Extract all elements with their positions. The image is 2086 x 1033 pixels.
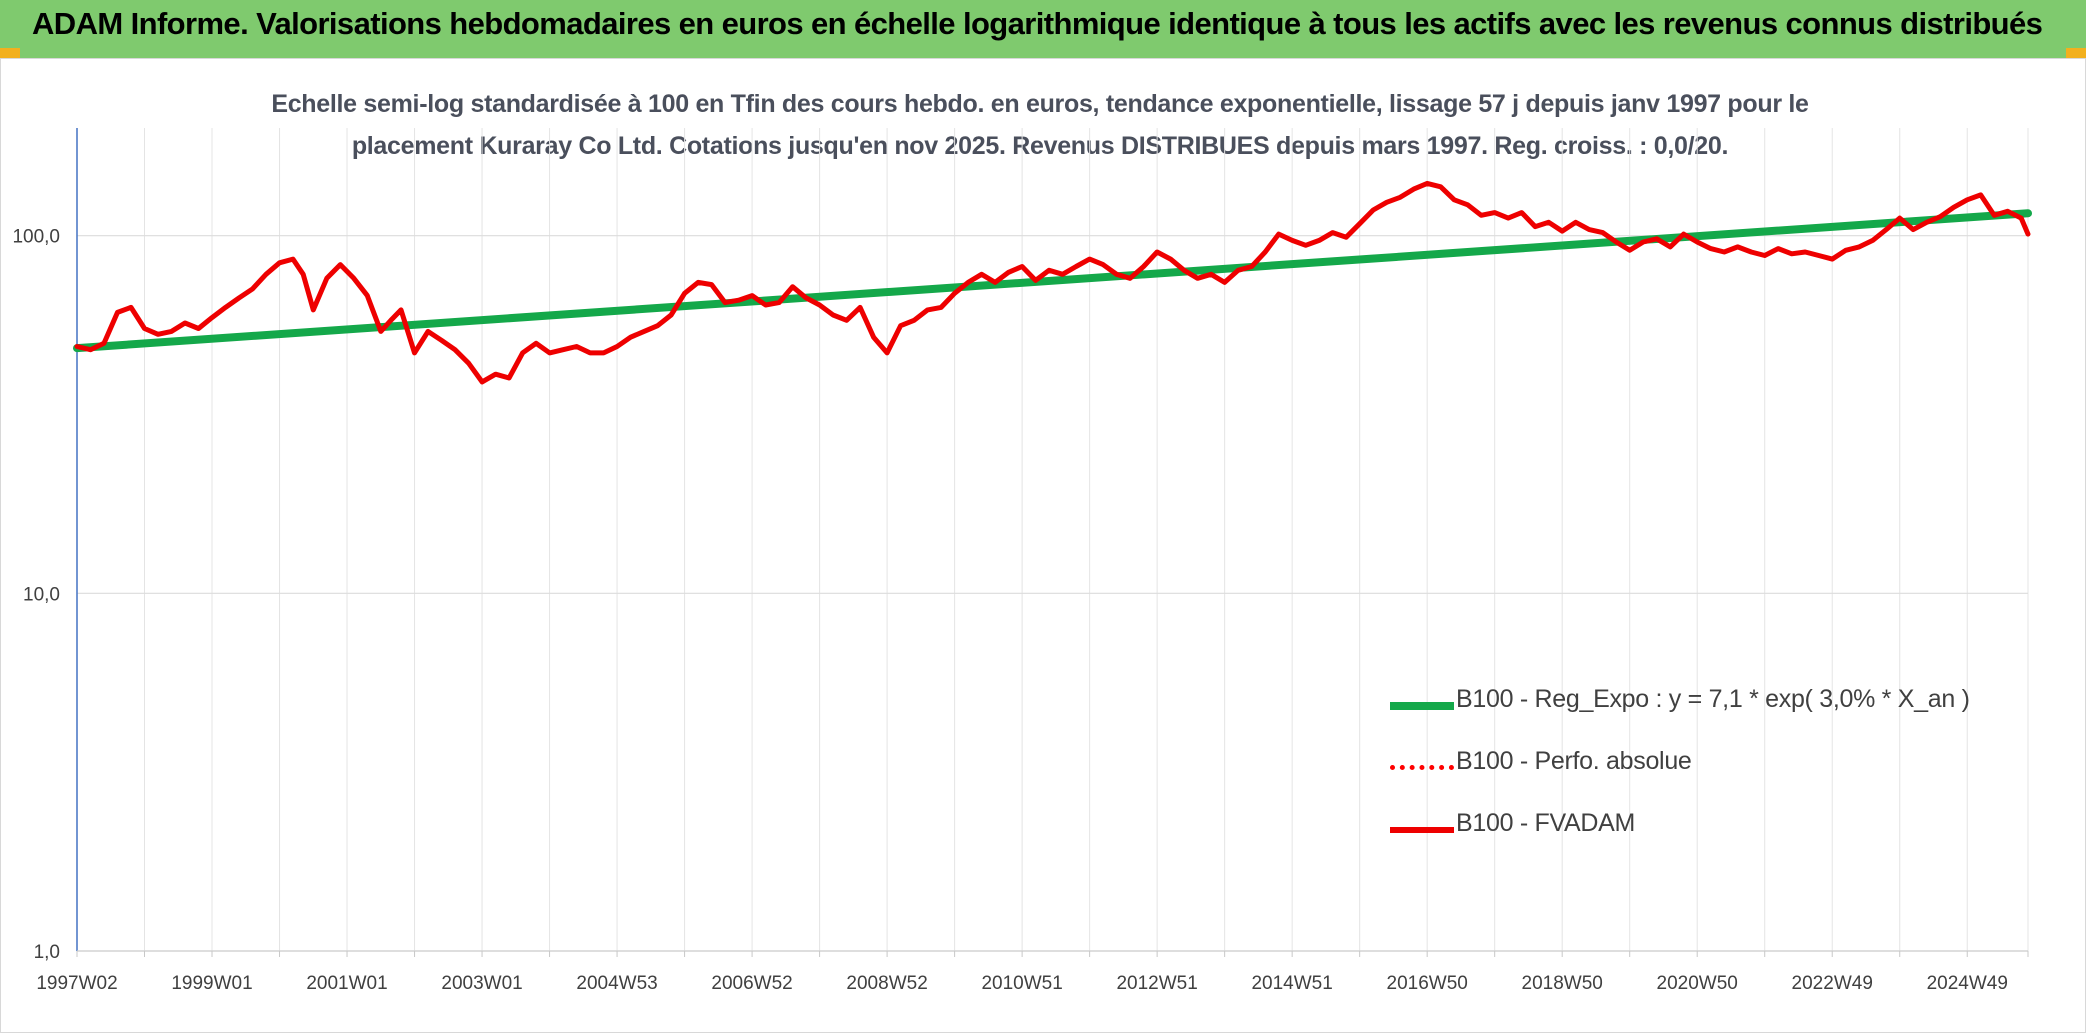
x-tick-label: 1999W01 [171, 973, 252, 994]
series-line-0 [73, 209, 2032, 353]
x-tick-label: 2003W01 [441, 973, 522, 994]
legend-swatch-fvadam [1390, 827, 1454, 833]
y-tick-label: 100,0 [12, 227, 60, 248]
corner-marker-right [2066, 48, 2086, 58]
x-tick-label: 2008W52 [846, 973, 927, 994]
legend-item-regression: B100 - Reg_Expo : y = 7,1 * exp( 3,0% * … [1390, 685, 2030, 747]
x-tick-label: 1997W02 [36, 973, 117, 994]
corner-marker-left [0, 48, 20, 58]
x-tick-label: 2004W53 [576, 973, 657, 994]
x-tick-label: 2012W51 [1116, 973, 1197, 994]
x-tick-label: 2014W51 [1251, 973, 1332, 994]
x-tick-label: 2016W50 [1387, 973, 1468, 994]
legend-item-fvadam: B100 - FVADAM [1390, 809, 2030, 871]
y-tick-label: 1,0 [34, 942, 60, 963]
legend-swatch-perfo-absolue [1390, 765, 1454, 770]
x-tick-label: 2020W50 [1657, 973, 1738, 994]
legend-item-perfo-absolue: B100 - Perfo. absolue [1390, 747, 2030, 809]
x-tick-label: 2024W49 [1927, 973, 2008, 994]
chart-title-line-1: Echelle semi-log standardisée à 100 en T… [271, 90, 1809, 118]
x-tick-label: 2001W01 [306, 973, 387, 994]
report-header-bar: ADAM Informe. Valorisations hebdomadaire… [0, 0, 2086, 58]
legend-label-fvadam: B100 - FVADAM [1456, 809, 1636, 837]
x-tick-label: 2022W49 [1792, 973, 1873, 994]
y-tick-label: 10,0 [23, 584, 60, 605]
legend-label-regression: B100 - Reg_Expo : y = 7,1 * exp( 3,0% * … [1456, 685, 1970, 713]
legend-label-perfo-absolue: B100 - Perfo. absolue [1456, 747, 1692, 775]
x-tick-label: 2010W51 [981, 973, 1062, 994]
legend-swatch-regression [1390, 702, 1454, 710]
report-title: ADAM Informe. Valorisations hebdomadaire… [32, 6, 2043, 41]
x-tick-label: 2006W52 [711, 973, 792, 994]
x-tick-label: 2018W50 [1522, 973, 1603, 994]
chart-title-line-2: placement Kuraray Co Ltd. Cotations jusq… [351, 132, 1729, 160]
chart-legend: B100 - Reg_Expo : y = 7,1 * exp( 3,0% * … [1390, 685, 2030, 871]
series-line-2 [74, 180, 2031, 385]
